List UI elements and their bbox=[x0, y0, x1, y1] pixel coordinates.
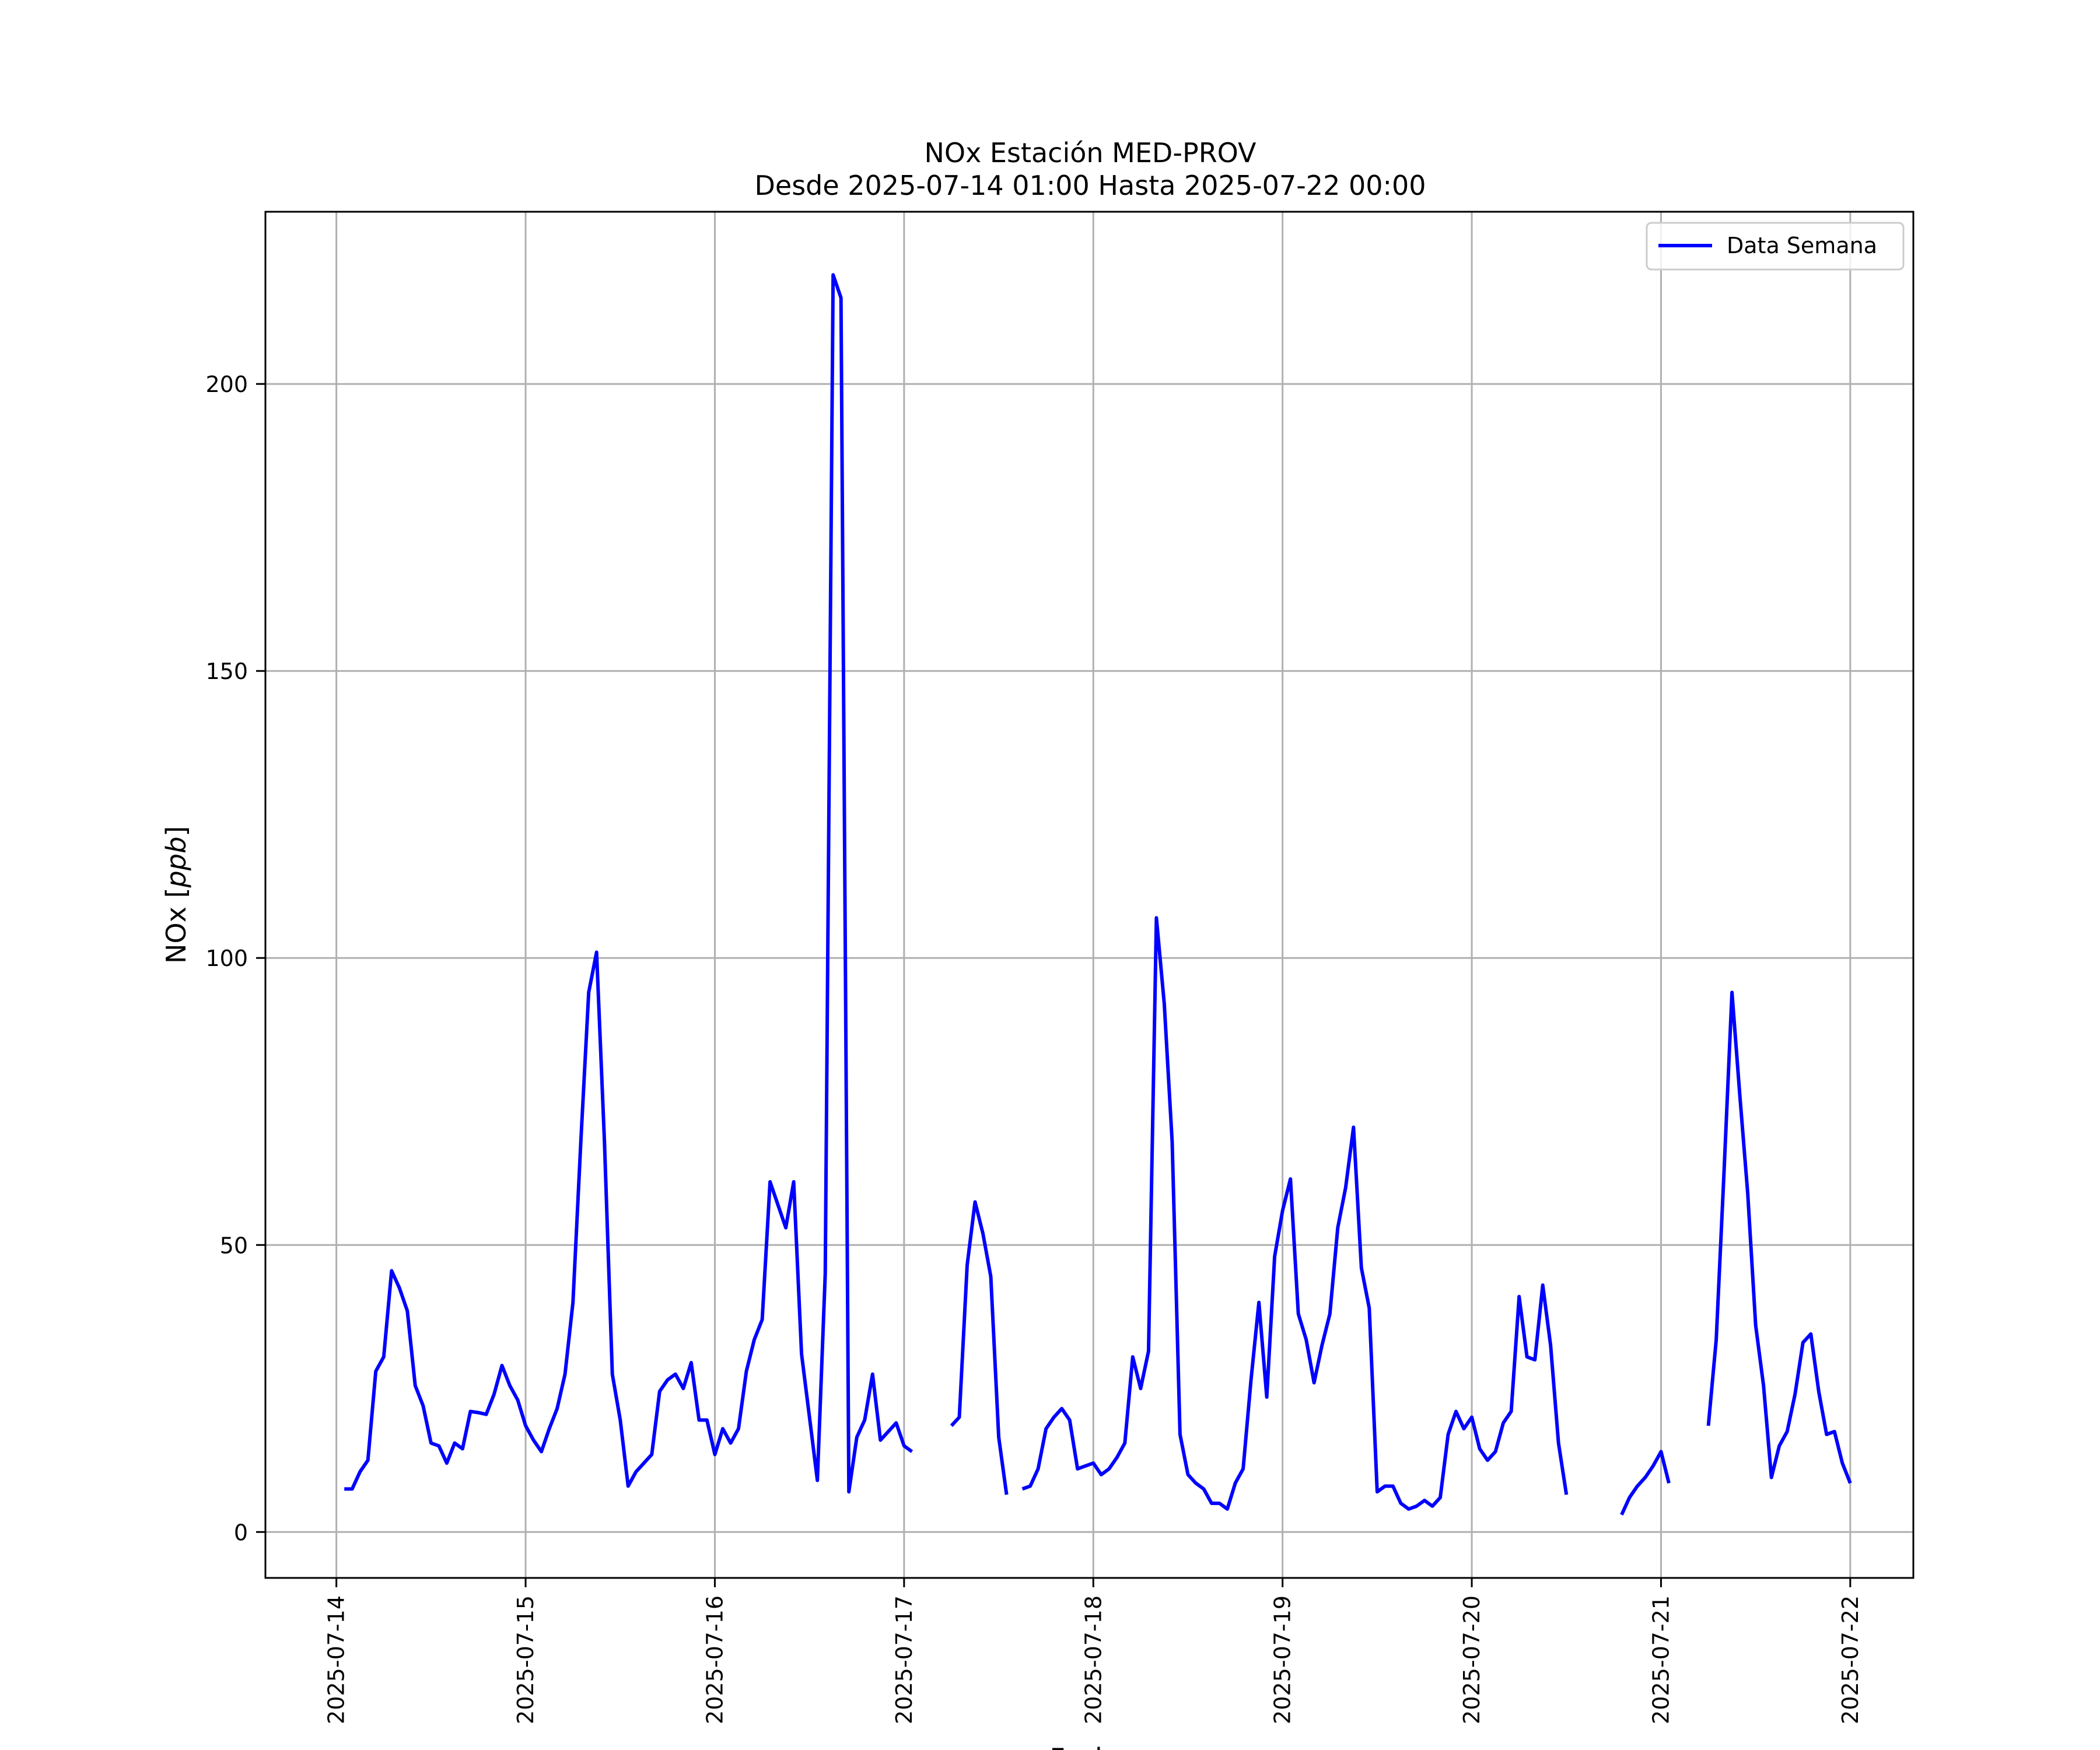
x-axis-label: Fecha bbox=[1050, 1742, 1129, 1750]
series-line-data-semana-segment-1 bbox=[950, 1200, 1009, 1495]
legend: Data Semana bbox=[1646, 222, 1905, 271]
series-line-data-semana-segment-4 bbox=[1706, 991, 1852, 1484]
chart-title: NOx Estación MED-PROV bbox=[924, 137, 1256, 169]
x-tick-label: 2025-07-14 bbox=[324, 1595, 349, 1724]
series-line-data-semana-segment-3 bbox=[1620, 1450, 1671, 1516]
y-axis-label-unit: ppb bbox=[160, 836, 192, 888]
plot-area-frame bbox=[264, 211, 1915, 1579]
y-tick-label: 100 bbox=[205, 946, 248, 971]
y-axis-label-close-bracket: ] bbox=[160, 826, 192, 836]
y-axis-ticks: 0 50 100 150 200 bbox=[205, 372, 265, 1545]
y-tick-label: 0 bbox=[234, 1520, 248, 1545]
x-tick-label: 2025-07-20 bbox=[1459, 1595, 1485, 1724]
y-axis-label-open-bracket: [ bbox=[160, 888, 192, 898]
chart-subtitle: Desde 2025-07-14 01:00 Hasta 2025-07-22 … bbox=[754, 170, 1426, 201]
x-tick-label: 2025-07-21 bbox=[1648, 1595, 1674, 1724]
y-axis-label-main: NOx bbox=[160, 898, 192, 964]
x-tick-label: 2025-07-16 bbox=[702, 1595, 727, 1724]
legend-label-data-semana: Data Semana bbox=[1727, 233, 1877, 258]
y-tick-label: 50 bbox=[220, 1233, 248, 1258]
x-tick-label: 2025-07-22 bbox=[1838, 1595, 1863, 1724]
series-line-data-semana-segment-2 bbox=[1021, 916, 1569, 1511]
x-axis-ticks: 2025-07-14 2025-07-15 2025-07-16 2025-07-17… bbox=[324, 1578, 1863, 1724]
series-line-data-semana-segment-0 bbox=[344, 273, 914, 1494]
series-layer bbox=[344, 273, 1852, 1516]
y-tick-label: 200 bbox=[205, 372, 248, 397]
x-tick-label: 2025-07-18 bbox=[1080, 1595, 1106, 1724]
x-tick-label: 2025-07-15 bbox=[513, 1595, 538, 1724]
grid-layer bbox=[265, 212, 1913, 1578]
legend-box bbox=[1646, 222, 1905, 271]
x-tick-label: 2025-07-17 bbox=[891, 1595, 917, 1724]
y-tick-label: 150 bbox=[205, 659, 248, 684]
x-tick-label: 2025-07-19 bbox=[1270, 1595, 1296, 1724]
y-axis-label: NOx [ppb] bbox=[160, 826, 192, 964]
